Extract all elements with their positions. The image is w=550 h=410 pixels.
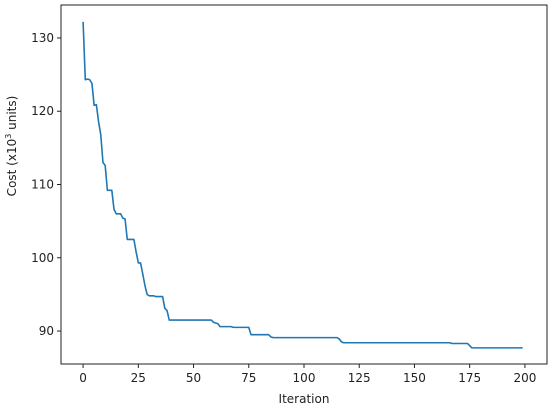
x-tick-label: 100 bbox=[293, 371, 316, 385]
y-axis-label-prefix: Cost (x10 bbox=[5, 139, 19, 197]
x-tick-label: 150 bbox=[403, 371, 426, 385]
y-tick-label: 100 bbox=[31, 251, 54, 265]
x-axis-label: Iteration bbox=[279, 392, 330, 406]
plot-area: 0 25 50 75 100 125 150 175 200 90 100 110 120 130 bbox=[31, 4, 548, 385]
x-axis-ticks: 0 25 50 75 100 125 150 175 200 bbox=[79, 364, 536, 385]
y-tick-label: 130 bbox=[31, 31, 54, 45]
y-axis-label-superscript: 3 bbox=[4, 134, 13, 139]
x-tick-label: 50 bbox=[186, 371, 201, 385]
y-tick-label: 90 bbox=[39, 324, 54, 338]
x-tick-label: 200 bbox=[513, 371, 536, 385]
y-tick-label: 120 bbox=[31, 104, 54, 118]
x-tick-label: 125 bbox=[348, 371, 371, 385]
series-line-cost bbox=[82, 21, 523, 349]
plot-frame bbox=[60, 4, 548, 365]
y-axis-ticks: 90 100 110 120 130 bbox=[31, 31, 61, 338]
y-axis-label: Cost (x103 units) bbox=[4, 96, 19, 197]
x-tick-label: 0 bbox=[79, 371, 87, 385]
x-tick-label: 175 bbox=[458, 371, 481, 385]
y-axis-label-suffix: units) bbox=[5, 96, 19, 134]
x-tick-label: 75 bbox=[241, 371, 256, 385]
x-tick-label: 25 bbox=[131, 371, 146, 385]
y-tick-label: 110 bbox=[31, 178, 54, 192]
